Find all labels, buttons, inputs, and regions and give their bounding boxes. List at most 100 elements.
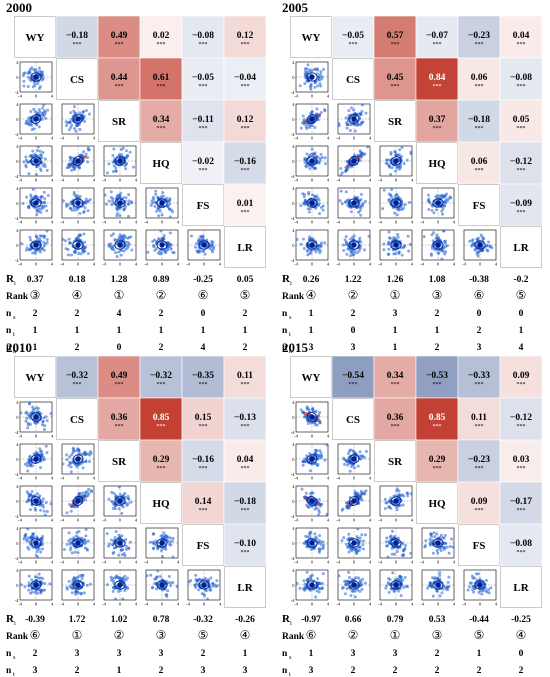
scatter-point <box>127 193 131 197</box>
x-tick-label: 0 <box>119 178 122 183</box>
scatter-point <box>471 238 475 242</box>
x-tick-label: 0 <box>119 602 122 607</box>
y-tick-label: 4 <box>292 60 295 65</box>
x-tick-label: 4 <box>135 262 138 267</box>
scatter-point <box>487 587 491 591</box>
scatter-point <box>306 63 310 67</box>
scatter-point <box>303 460 307 464</box>
correlation-tile <box>457 397 501 441</box>
scatter-point <box>443 252 447 256</box>
scatter-point <box>390 552 394 556</box>
scatter-cell: -404-4 0 4 <box>291 60 330 99</box>
scatter-point <box>363 581 367 585</box>
scatter-point <box>353 595 357 599</box>
scatter-cell: -4 0 4 <box>60 569 96 607</box>
scatter-point <box>353 589 357 593</box>
scatter-point <box>432 211 436 215</box>
scatter-point <box>35 165 39 169</box>
scatter-point <box>43 242 47 246</box>
scatter-point <box>386 555 390 559</box>
rank-value: ④ <box>72 288 83 302</box>
y-tick-label: 0 <box>292 499 295 504</box>
correlation-cell: 0.05*** <box>499 99 543 143</box>
nt-value: 1 <box>309 326 314 336</box>
x-tick-label: 0 <box>311 136 314 141</box>
scatter-point <box>36 82 40 86</box>
scatter-point <box>318 449 322 453</box>
scatter-point <box>25 539 29 543</box>
correlation-value: 0.85 <box>429 413 446 423</box>
scatter-point <box>427 207 431 211</box>
scatter-cell: -404-4 0 4 <box>291 102 330 141</box>
scatter-point <box>126 497 130 501</box>
scatter-point <box>400 146 404 150</box>
diagonal-label-cell: CS <box>56 58 98 100</box>
scatter-point <box>40 78 44 82</box>
density-core <box>351 498 357 504</box>
row-label: n <box>6 326 12 336</box>
scatter-point <box>40 246 44 250</box>
scatter-point <box>385 584 389 588</box>
x-tick-label: -4 <box>144 560 148 565</box>
scatter-point <box>345 252 349 256</box>
scatter-cell: -4 0 4 <box>420 527 456 565</box>
x-tick-label: 0 <box>311 518 314 523</box>
scatter-point <box>397 250 401 254</box>
significance-stars: *** <box>391 382 400 388</box>
scatter-point <box>72 239 76 243</box>
scatter-cell: -404-4 0 4 <box>15 526 54 565</box>
scatter-point <box>154 539 158 543</box>
scatter-cell: -4 0 4 <box>336 229 372 267</box>
row-label: n <box>282 326 288 336</box>
scatter-point <box>431 594 435 598</box>
y-tick-label: -4 <box>15 174 19 179</box>
correlation-tile <box>499 15 543 59</box>
x-tick-label: -4 <box>294 434 298 439</box>
scatter-point <box>317 198 321 202</box>
scatter-cell: -404-4 0 4 <box>15 568 54 607</box>
x-tick-label: 0 <box>353 136 356 141</box>
scatter-point <box>382 242 386 246</box>
scatter-point <box>443 585 447 589</box>
x-tick-label: -4 <box>294 136 298 141</box>
scatter-point <box>309 87 313 91</box>
scatter-point <box>117 533 121 537</box>
scatter-point <box>69 509 73 513</box>
x-tick-label: 4 <box>51 94 54 99</box>
ns-value: 1 <box>309 649 314 659</box>
scatter-point <box>347 114 351 118</box>
diagonal-label-cell: WY <box>290 356 332 398</box>
density-contour <box>348 198 360 208</box>
row-label-subscript: i <box>14 280 16 287</box>
scatter-cell: -4 0 4 <box>336 527 372 565</box>
density-contour <box>390 198 402 208</box>
y-tick-label: -4 <box>291 514 295 519</box>
scatter-cell: -404-4 0 4 <box>291 144 330 183</box>
scatter-point <box>111 577 115 581</box>
scatter-point <box>124 167 128 171</box>
scatter-point <box>443 546 447 550</box>
x-tick-label: -4 <box>60 602 64 607</box>
scatter-point <box>81 249 85 253</box>
scatter-point <box>303 202 307 206</box>
scatter-point <box>153 248 157 252</box>
nn-value: 3 <box>351 343 356 353</box>
y-tick-label: 4 <box>292 186 295 191</box>
scatter-cell: -404-4 0 4 <box>15 60 54 99</box>
x-tick-label: 0 <box>395 602 398 607</box>
scatter-point <box>38 85 42 89</box>
correlation-cell: 0.85*** <box>139 397 183 441</box>
ri-value: -0.32 <box>193 615 213 625</box>
x-tick-label: 4 <box>93 602 96 607</box>
row-label-subscript: i <box>290 280 292 287</box>
scatter-point <box>72 109 76 113</box>
correlation-cell: 0.36*** <box>97 397 141 441</box>
scatter-point <box>389 173 393 177</box>
x-tick-label: 0 <box>353 560 356 565</box>
y-tick-label: 4 <box>16 102 19 107</box>
significance-stars: *** <box>199 84 208 90</box>
scatter-point <box>156 207 160 211</box>
row-label-subscript: t <box>13 331 15 338</box>
scatter-point <box>316 453 320 457</box>
